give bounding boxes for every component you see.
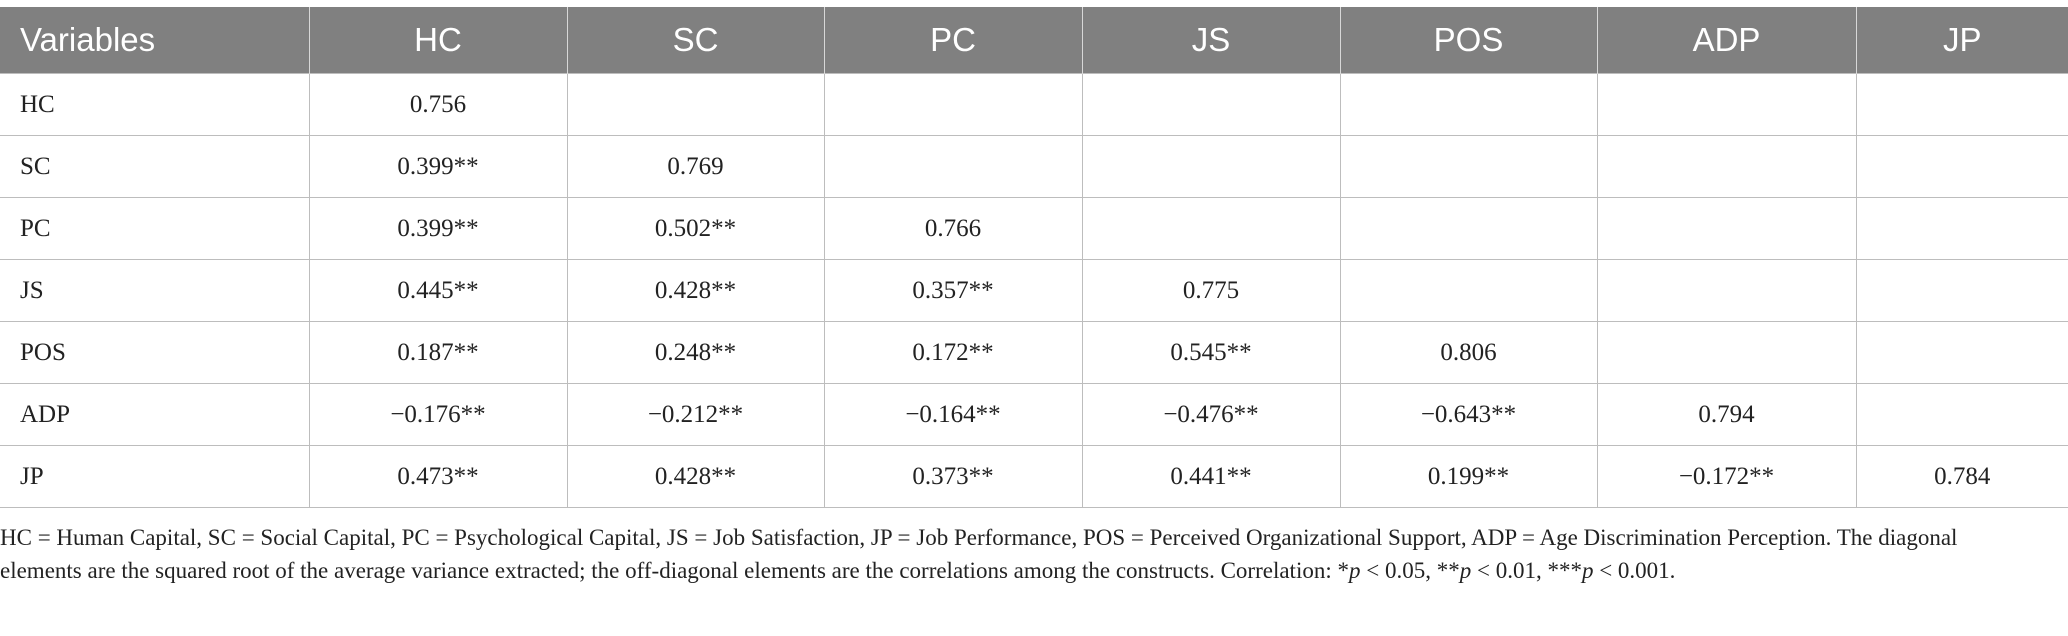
cell: −0.212** [566,383,825,446]
row-label: HC [0,73,310,136]
table-row: JS 0.445** 0.428** 0.357** 0.775 [0,259,2068,322]
footnote-text: p [1459,558,1472,583]
empty-cell [823,135,1083,198]
table-body: HC 0.756 SC 0.399** 0.769 PC 0.399** 0.502** 0.7… [0,73,2068,508]
cell: 0.172** [823,321,1083,384]
table-row: POS 0.187** 0.248** 0.172** 0.545** 0.806 [0,321,2068,384]
cell: 0.756 [308,73,568,136]
cell: −0.176** [308,383,568,446]
row-label: PC [0,197,310,260]
cell: 0.775 [1081,259,1341,322]
cell: 0.502** [566,197,825,260]
empty-cell [566,73,825,136]
cell: 0.187** [308,321,568,384]
empty-cell [1596,259,1857,322]
table-row: HC 0.756 [0,73,2068,136]
cell: −0.476** [1081,383,1341,446]
cell: −0.164** [823,383,1083,446]
empty-cell [1596,197,1857,260]
footnote-text: p [1581,558,1594,583]
empty-cell [1855,321,2068,384]
cell: 0.373** [823,445,1083,508]
footnote-text: HC = Human Capital, SC = Social Capital,… [0,525,1958,583]
empty-cell [1855,135,2068,198]
empty-cell [1855,259,2068,322]
empty-cell [1339,259,1598,322]
empty-cell [1855,383,2068,446]
row-label: JS [0,259,310,322]
empty-cell [1081,135,1341,198]
cell: −0.172** [1596,445,1857,508]
empty-cell [1596,321,1857,384]
cell: 0.399** [308,197,568,260]
header-cell: Variables [0,7,309,74]
empty-cell [1596,135,1857,198]
cell: 0.784 [1855,445,2068,508]
cell: 0.769 [566,135,825,198]
footnote-text: < 0.05, ** [1360,558,1460,583]
empty-cell [1081,73,1341,136]
footnote-text: p [1348,558,1361,583]
empty-cell [1855,197,2068,260]
table-row: SC 0.399** 0.769 [0,135,2068,198]
cell: 0.545** [1081,321,1341,384]
empty-cell [1081,197,1341,260]
table-row: ADP −0.176** −0.212** −0.164** −0.476** −0.64… [0,383,2068,446]
footnote-text: < 0.01, *** [1471,558,1582,583]
row-label: SC [0,135,310,198]
footnote-text: < 0.001. [1593,558,1676,583]
empty-cell [1596,73,1857,136]
empty-cell [1339,73,1598,136]
cell: 0.766 [823,197,1083,260]
cell: −0.643** [1339,383,1598,446]
cell: 0.399** [308,135,568,198]
cell: 0.806 [1339,321,1598,384]
footnote: HC = Human Capital, SC = Social Capital,… [0,521,2010,587]
cell: 0.794 [1596,383,1857,446]
table-row: JP 0.473** 0.428** 0.373** 0.441** 0.199** −0.… [0,445,2068,508]
row-label: JP [0,445,310,508]
empty-cell [823,73,1083,136]
cell: 0.357** [823,259,1083,322]
cell: 0.473** [308,445,568,508]
header-cell: JS [1081,7,1340,74]
header-row: Variables HC SC PC JS POS ADP JP [0,7,2068,74]
cell: 0.199** [1339,445,1598,508]
cell: 0.428** [566,259,825,322]
cell: 0.248** [566,321,825,384]
empty-cell [1339,197,1598,260]
cell: 0.441** [1081,445,1341,508]
cell: 0.428** [566,445,825,508]
row-label: POS [0,321,310,384]
header-cell: ADP [1596,7,1856,74]
cell: 0.445** [308,259,568,322]
table-row: PC 0.399** 0.502** 0.766 [0,197,2068,260]
empty-cell [1339,135,1598,198]
empty-cell [1855,73,2068,136]
header-cell: HC [308,7,567,74]
header-cell: JP [1855,7,2068,74]
row-label: ADP [0,383,310,446]
correlation-table: Variables HC SC PC JS POS ADP JP HC 0.756 SC 0.399… [0,7,2068,508]
header-cell: SC [566,7,824,74]
header-cell: PC [823,7,1082,74]
header-cell: POS [1339,7,1597,74]
